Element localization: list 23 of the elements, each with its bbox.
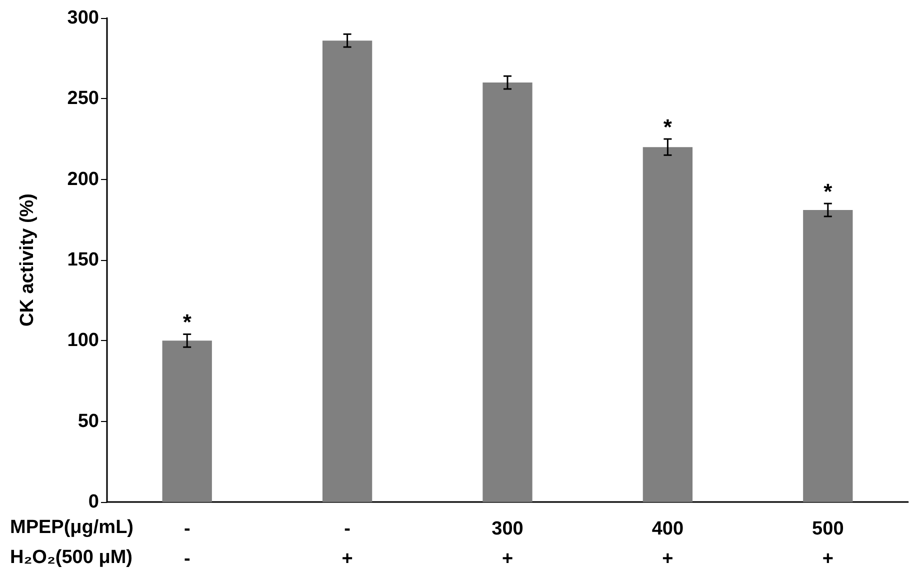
- bar: [482, 82, 532, 502]
- x-tick-label: 400 +: [652, 518, 684, 570]
- y-tick-label: 300: [67, 8, 99, 28]
- bar: [322, 40, 372, 502]
- annotation: *: [824, 179, 833, 204]
- bar: [642, 147, 693, 502]
- y-tick-label: 50: [78, 410, 99, 432]
- y-axis-title: CK activity (%): [17, 193, 38, 327]
- x-tick-label: 500 +: [812, 518, 844, 570]
- x-tick-label: 300 +: [492, 518, 524, 570]
- x-tick-label: - +: [342, 518, 353, 570]
- annotation: *: [182, 310, 192, 335]
- y-tick-label: 100: [67, 330, 99, 352]
- text: MPEP(μg/mL): [10, 517, 134, 538]
- bar: [162, 340, 212, 502]
- bar: [803, 210, 853, 502]
- y-tick-label: 0: [88, 492, 99, 512]
- y-tick-label: 200: [67, 168, 99, 190]
- y-tick-label: 250: [67, 88, 99, 110]
- annotation: *: [663, 114, 672, 140]
- x-tick-label: - -: [184, 518, 190, 570]
- y-tick-label: 150: [67, 250, 99, 270]
- text: H₂O₂(500 μM): [10, 547, 132, 568]
